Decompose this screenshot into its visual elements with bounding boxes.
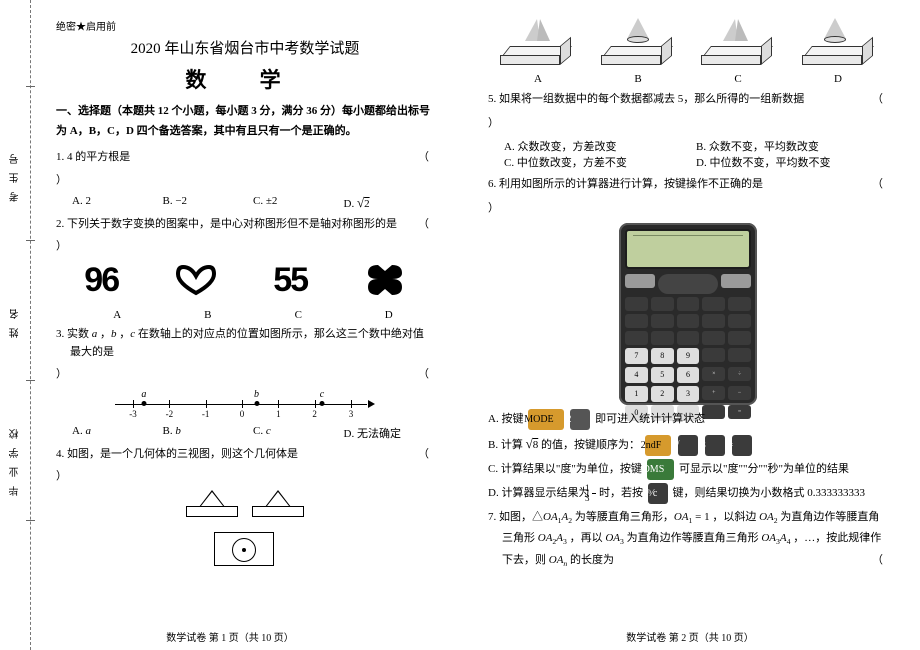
question-4: 4. 如图，是一个几何体的三视图，则这个几何体是 （: [56, 445, 434, 464]
p2-lbl-d: D: [788, 73, 888, 85]
binding-margin: 考生号 姓名 毕业学校: [6, 0, 46, 650]
q2-text: 2. 下列关于数字变换的图案中，是中心对称图形但不是轴对称图形的是: [56, 218, 397, 230]
q3-opt-c: C. c: [253, 425, 344, 441]
q2-glyph-b: [175, 261, 217, 306]
q6-text: 6. 利用如图所示的计算器进行计算，按键操作不正确的是: [488, 178, 763, 190]
section-1-header: 一、选择题（本题共 12 个小题，每小题 3 分，满分 36 分）每小题都给出标…: [56, 102, 434, 142]
q2-image-row: 96 55: [56, 259, 434, 308]
question-1: 1. 4 的平方根是 （: [56, 147, 434, 168]
q2-lbl-c: C: [253, 309, 344, 321]
margin-label-id: 考生号: [8, 145, 23, 202]
page-left: 考生号 姓名 毕业学校 绝密★启用前 2020 年山东省烟台市中考数学试题 数 …: [0, 0, 460, 650]
solids-labels: A B C D: [488, 72, 888, 89]
subject-heading: 数 学: [56, 64, 434, 94]
q1-opt-a: A. 2: [72, 195, 163, 211]
q2-lbl-b: B: [163, 309, 254, 321]
q1-opt-b: B. −2: [163, 195, 254, 211]
q4-paren: （: [432, 445, 434, 464]
exam-title: 2020 年山东省烟台市中考数学试题: [56, 37, 434, 58]
q2-paren: （: [432, 215, 434, 234]
calculator-image: 789 456×÷ 123+− 0.=: [619, 223, 757, 405]
key-mode: MODE: [528, 409, 563, 430]
q3-opt-a: A. a: [72, 425, 163, 441]
solid-c: [695, 18, 781, 70]
q1-close: ）: [56, 174, 67, 186]
q4-close-line: ）: [56, 467, 434, 486]
key-eq: =: [732, 435, 752, 456]
question-5: 5. 如果将一组数据中的每个数据都减去 5，那么所得的一组新数据 （: [488, 89, 888, 110]
margin-label-name: 姓名: [8, 300, 23, 338]
q6-paren: （: [886, 174, 888, 195]
q3-opt-b: B. b: [163, 425, 254, 441]
q3-close-line: ）: [56, 365, 434, 384]
q6-close-line: ）: [488, 198, 888, 219]
q1-paren-close-line: ）: [56, 170, 434, 191]
question-2: 2. 下列关于数字变换的图案中，是中心对称图形但不是轴对称图形的是 （: [56, 215, 434, 234]
p2-lbl-b: B: [588, 73, 688, 85]
q2-glyph-d: [364, 261, 406, 306]
key-2: 2: [570, 409, 590, 430]
q7-paren: （: [886, 550, 888, 571]
solid-a: [494, 18, 580, 70]
q2-glyph-c: 55: [273, 261, 307, 306]
q1-paren: （: [432, 147, 434, 168]
q2-close-line: ）: [56, 237, 434, 256]
q6-opt-b: B. 计算 √8 的值，按键顺序为： 2ndF √ 8 =: [488, 433, 888, 456]
footer-left: 数学试卷 第 1 页（共 10 页）: [0, 629, 460, 644]
q5-close-line: ）: [488, 113, 888, 134]
margin-label-school: 毕业学校: [8, 420, 23, 496]
q5-opt-c: C. 中位数改变，方差不变: [504, 154, 696, 170]
q7-text: 7. 如图，△OA1A2 为等腰直角三角形，OA1 = 1 ，以斜边 OA2 为…: [488, 511, 881, 567]
number-line: -3-2-10123abc: [115, 388, 375, 422]
question-7: 7. 如图，△OA1A2 为等腰直角三角形，OA1 = 1 ，以斜边 OA2 为…: [488, 507, 888, 572]
q1-options: A. 2 B. −2 C. ±2 D. √2: [56, 194, 434, 215]
solids-row: [488, 18, 888, 70]
q1-opt-c: C. ±2: [253, 195, 344, 211]
q3-options: A. a B. b C. c D. 无法确定: [56, 424, 434, 445]
q3-text: 3. 实数 a ，b ，c 在数轴上的对应点的位置如图所示，那么这三个数中绝对值…: [56, 328, 424, 359]
p2-lbl-c: C: [688, 73, 788, 85]
key-abc: aᵇ⁄c: [648, 483, 668, 504]
q5-text: 5. 如果将一组数据中的每个数据都减去 5，那么所得的一组新数据: [488, 93, 804, 105]
q2-glyph-a: 96: [84, 261, 118, 306]
q5-opt-a: A. 众数改变，方差改变: [504, 138, 696, 154]
q5-paren: （: [886, 89, 888, 110]
key-2ndf: 2ndF: [645, 435, 672, 456]
key-8: 8: [705, 435, 725, 456]
q2-lbl-a: A: [72, 309, 163, 321]
q6-opt-d: D. 计算器显示结果为 13 时，若按 aᵇ⁄c 键，则结果切换为小数格式 0.…: [488, 483, 888, 504]
q1-opt-d: D. √2: [344, 195, 435, 211]
q5-opt-d: D. 中位数不变，平均数不变: [696, 154, 888, 170]
solid-b: [595, 18, 681, 70]
q6-opt-a: A. 按键 MODE 2 即可进入统计计算状态: [488, 409, 888, 430]
key-dms: DMS: [647, 459, 675, 480]
question-3: 3. 实数 a ，b ，c 在数轴上的对应点的位置如图所示，那么这三个数中绝对值…: [56, 325, 434, 362]
p2-lbl-a: A: [488, 73, 588, 85]
solid-d: [796, 18, 882, 70]
q5-options: A. 众数改变，方差改变 B. 众数不变，平均数改变 C. 中位数改变，方差不变…: [488, 137, 888, 174]
q2-labels: A B C D: [56, 308, 434, 325]
q5-opt-b: B. 众数不变，平均数改变: [696, 138, 888, 154]
q3-opt-d: D. 无法确定: [344, 425, 435, 441]
q4-text: 4. 如图，是一个几何体的三视图，则这个几何体是: [56, 448, 298, 460]
q2-lbl-d: D: [344, 309, 435, 321]
three-view-diagram: [180, 488, 310, 566]
page-right: A B C D 5. 如果将一组数据中的每个数据都减去 5，那么所得的一组新数据…: [460, 0, 920, 650]
question-6: 6. 利用如图所示的计算器进行计算，按键操作不正确的是 （: [488, 174, 888, 195]
key-sqrt: √: [678, 435, 698, 456]
footer-right: 数学试卷 第 2 页（共 10 页）: [460, 629, 920, 644]
q1-text: 1. 4 的平方根是: [56, 151, 130, 163]
calc-screen: [625, 229, 751, 269]
secret-label: 绝密★启用前: [56, 18, 434, 33]
q6-opt-c: C. 计算结果以"度"为单位，按键 DMS 可显示以"度""分""秒"为单位的结…: [488, 459, 888, 480]
